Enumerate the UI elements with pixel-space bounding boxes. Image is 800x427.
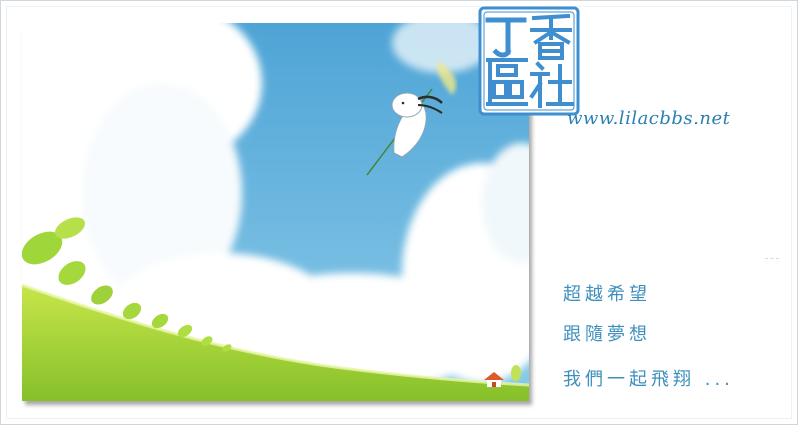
sky-illustration [22, 23, 529, 401]
green-hill [22, 285, 529, 401]
stamp-char-qu [486, 58, 528, 106]
site-url[interactable]: www.lilacbbs.net [567, 108, 731, 129]
flying-rabbit [366, 61, 457, 176]
poem-line-3: 我們一起飛翔 ... [563, 369, 734, 390]
illustration-card [22, 23, 529, 401]
decorative-dash [765, 258, 779, 261]
stamp-char-ding [485, 17, 527, 58]
poem-line-1: 超越希望 [563, 284, 651, 305]
stamp-char-she [529, 61, 574, 108]
lilac-logo-stamp [476, 4, 582, 118]
poem-line-2: 跟隨夢想 [563, 324, 651, 345]
house [484, 372, 504, 387]
trees [22, 217, 521, 381]
stamp-char-xiang [530, 13, 572, 60]
